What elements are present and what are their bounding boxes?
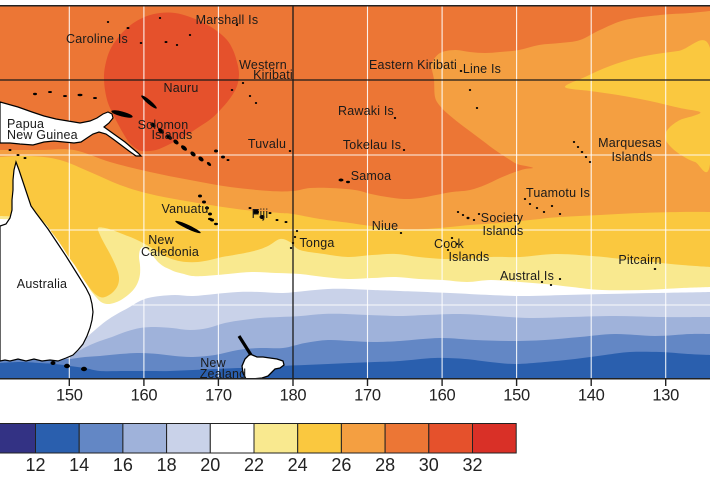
svg-text:Solomon: Solomon [138,118,189,132]
svg-text:Samoa: Samoa [351,169,392,183]
svg-text:32: 32 [462,455,482,473]
svg-text:150: 150 [56,387,83,405]
svg-text:180: 180 [280,387,307,405]
svg-text:Tokelau Is: Tokelau Is [343,138,401,152]
svg-text:Kiribati: Kiribati [253,68,293,82]
svg-text:Australia: Australia [17,277,67,291]
svg-text:170: 170 [205,387,232,405]
svg-text:30: 30 [419,455,439,473]
svg-text:Caroline Is: Caroline Is [66,32,128,46]
svg-text:Rawaki Is: Rawaki Is [338,104,394,118]
svg-text:170: 170 [354,387,381,405]
svg-text:Zealand: Zealand [200,367,247,381]
svg-text:16: 16 [113,455,133,473]
svg-text:Line Is: Line Is [463,62,501,76]
svg-text:Tonga: Tonga [299,236,334,250]
svg-text:Caledonia: Caledonia [141,245,199,259]
svg-text:Nauru: Nauru [163,81,198,95]
svg-text:Islands: Islands [151,128,192,142]
svg-text:Marshall Is: Marshall Is [196,13,259,27]
svg-text:Islands: Islands [611,150,652,164]
svg-text:New: New [148,233,174,247]
svg-text:160: 160 [429,387,456,405]
svg-text:Tuvalu: Tuvalu [248,137,286,151]
svg-text:New Guinea: New Guinea [7,128,78,142]
svg-text:Vanuatu: Vanuatu [161,202,208,216]
svg-text:22: 22 [244,455,264,473]
svg-text:12: 12 [25,455,45,473]
svg-text:Society: Society [481,211,524,225]
svg-text:26: 26 [331,455,351,473]
svg-text:Western: Western [239,58,287,72]
svg-text:Tuamotu Is: Tuamotu Is [526,186,590,200]
svg-text:14: 14 [69,455,89,473]
svg-text:Pitcairn: Pitcairn [618,253,661,267]
svg-text:Islands: Islands [448,250,489,264]
svg-text:20: 20 [200,455,220,473]
svg-text:Islands: Islands [482,224,523,238]
svg-text:28: 28 [375,455,395,473]
svg-text:Eastern Kiribati: Eastern Kiribati [369,58,457,72]
svg-text:Austral Is: Austral Is [500,269,554,283]
svg-text:Cook: Cook [434,237,465,251]
svg-text:24: 24 [288,455,308,473]
svg-text:Marquesas: Marquesas [598,136,662,150]
svg-text:New: New [200,356,226,370]
svg-text:130: 130 [652,387,679,405]
svg-text:Papua: Papua [7,117,44,131]
svg-text:150: 150 [503,387,530,405]
svg-text:160: 160 [131,387,158,405]
svg-text:Fiji: Fiji [252,207,269,221]
svg-text:Niue: Niue [372,219,399,233]
svg-text:18: 18 [157,455,177,473]
svg-text:140: 140 [578,387,605,405]
